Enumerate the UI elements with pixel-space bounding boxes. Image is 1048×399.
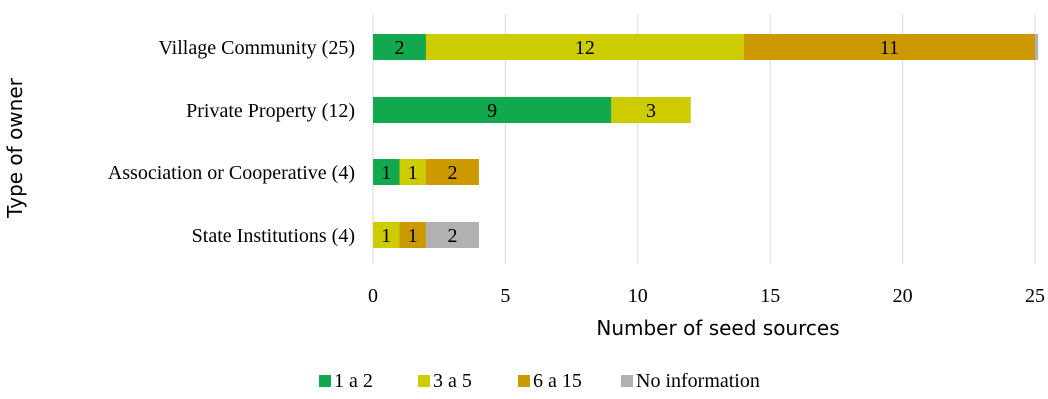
category-label: Village Community (25) <box>158 37 355 59</box>
data-label: 1 <box>381 225 391 247</box>
data-label: 2 <box>447 162 457 184</box>
x-tick-label: 25 <box>1025 285 1045 307</box>
bar-segment <box>743 34 1035 60</box>
legend-label: 1 a 2 <box>334 370 373 392</box>
x-tick-label: 20 <box>893 285 913 307</box>
bar-segment <box>1035 34 1039 60</box>
data-label: 2 <box>394 37 404 59</box>
x-axis-title: Number of seed sources <box>596 316 839 340</box>
legend-label: 3 a 5 <box>433 370 472 392</box>
legend-swatch <box>319 375 331 387</box>
x-tick-label: 10 <box>628 285 648 307</box>
category-label: Association or Cooperative (4) <box>108 162 355 184</box>
x-tick-labels: 0 5 10 15 20 25 <box>368 285 1045 307</box>
bar-segment <box>425 159 479 185</box>
bar-segment <box>373 159 400 185</box>
data-label: 9 <box>487 100 497 122</box>
x-tick-label: 15 <box>760 285 780 307</box>
bar-segment <box>425 222 479 248</box>
legend-swatch <box>418 375 430 387</box>
x-tick-label: 5 <box>500 285 510 307</box>
bar-segment <box>399 222 426 248</box>
legend: 1 a 2 3 a 5 6 a 15 No information <box>319 370 760 392</box>
data-label: 1 <box>408 162 418 184</box>
bar-segment <box>425 34 744 60</box>
bar-segment <box>399 159 426 185</box>
bar-segment <box>373 97 612 123</box>
bar-segment <box>611 97 691 123</box>
bar-segment <box>373 34 426 60</box>
category-labels: Village Community (25) Private Property (… <box>108 37 355 247</box>
legend-swatch <box>621 375 633 387</box>
legend-label: 6 a 15 <box>533 370 582 392</box>
bar-segment <box>373 222 400 248</box>
legend-label: No information <box>636 370 760 392</box>
data-label: 1 <box>381 162 391 184</box>
category-label: State Institutions (4) <box>192 225 355 247</box>
data-label: 11 <box>880 37 899 59</box>
data-label: 1 <box>408 225 418 247</box>
legend-swatch <box>518 375 530 387</box>
x-tick-label: 0 <box>368 285 378 307</box>
data-label: 2 <box>447 225 457 247</box>
y-axis-title: Type of owner <box>3 77 27 219</box>
bars <box>373 34 1039 248</box>
data-labels: 2 12 119 31 1 21 1 2 <box>381 37 899 247</box>
data-label: 12 <box>575 37 595 59</box>
data-label: 3 <box>646 100 656 122</box>
category-label: Private Property (12) <box>186 100 355 122</box>
